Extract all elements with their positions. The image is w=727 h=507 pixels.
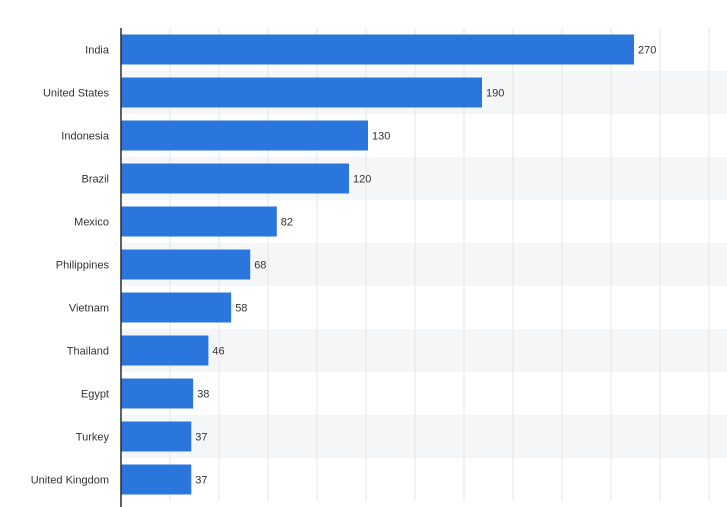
value-label: 190 [486, 88, 504, 100]
category-label: Brazil [81, 174, 109, 186]
bar[interactable] [121, 378, 194, 409]
bar[interactable] [121, 34, 634, 65]
category-label: Thailand [67, 346, 109, 358]
category-label: United Kingdom [31, 475, 109, 487]
row-band [121, 415, 727, 458]
category-labels: India United States Indonesia Brazil Mexico P… [31, 45, 110, 487]
category-label: Indonesia [61, 131, 110, 143]
bar[interactable] [121, 163, 349, 194]
value-labels: 270 190 130 120 82 68 58 46 38 37 37 [195, 45, 656, 487]
value-label: 37 [195, 475, 207, 487]
value-label: 46 [212, 346, 224, 358]
category-label: Mexico [74, 217, 109, 229]
category-label: Egypt [81, 389, 109, 401]
category-label: Turkey [76, 432, 110, 444]
value-label: 130 [372, 131, 390, 143]
value-label: 68 [254, 260, 266, 272]
bars-group [121, 34, 634, 495]
bar[interactable] [121, 77, 482, 108]
bar[interactable] [121, 120, 368, 151]
row-band [121, 458, 727, 501]
value-label: 38 [197, 389, 209, 401]
value-label: 58 [235, 303, 247, 315]
bar[interactable] [121, 206, 277, 237]
category-label: United States [43, 88, 110, 100]
value-label: 120 [353, 174, 371, 186]
bar[interactable] [121, 464, 192, 495]
category-label: Vietnam [69, 303, 109, 315]
row-band [121, 372, 727, 415]
bar[interactable] [121, 421, 192, 452]
category-label: Philippines [56, 260, 110, 272]
value-label: 270 [638, 45, 656, 57]
value-label: 37 [195, 432, 207, 444]
bar[interactable] [121, 292, 232, 323]
bar[interactable] [121, 335, 209, 366]
row-band [121, 329, 727, 372]
bar[interactable] [121, 249, 251, 280]
value-label: 82 [281, 217, 293, 229]
category-label: India [85, 45, 110, 57]
